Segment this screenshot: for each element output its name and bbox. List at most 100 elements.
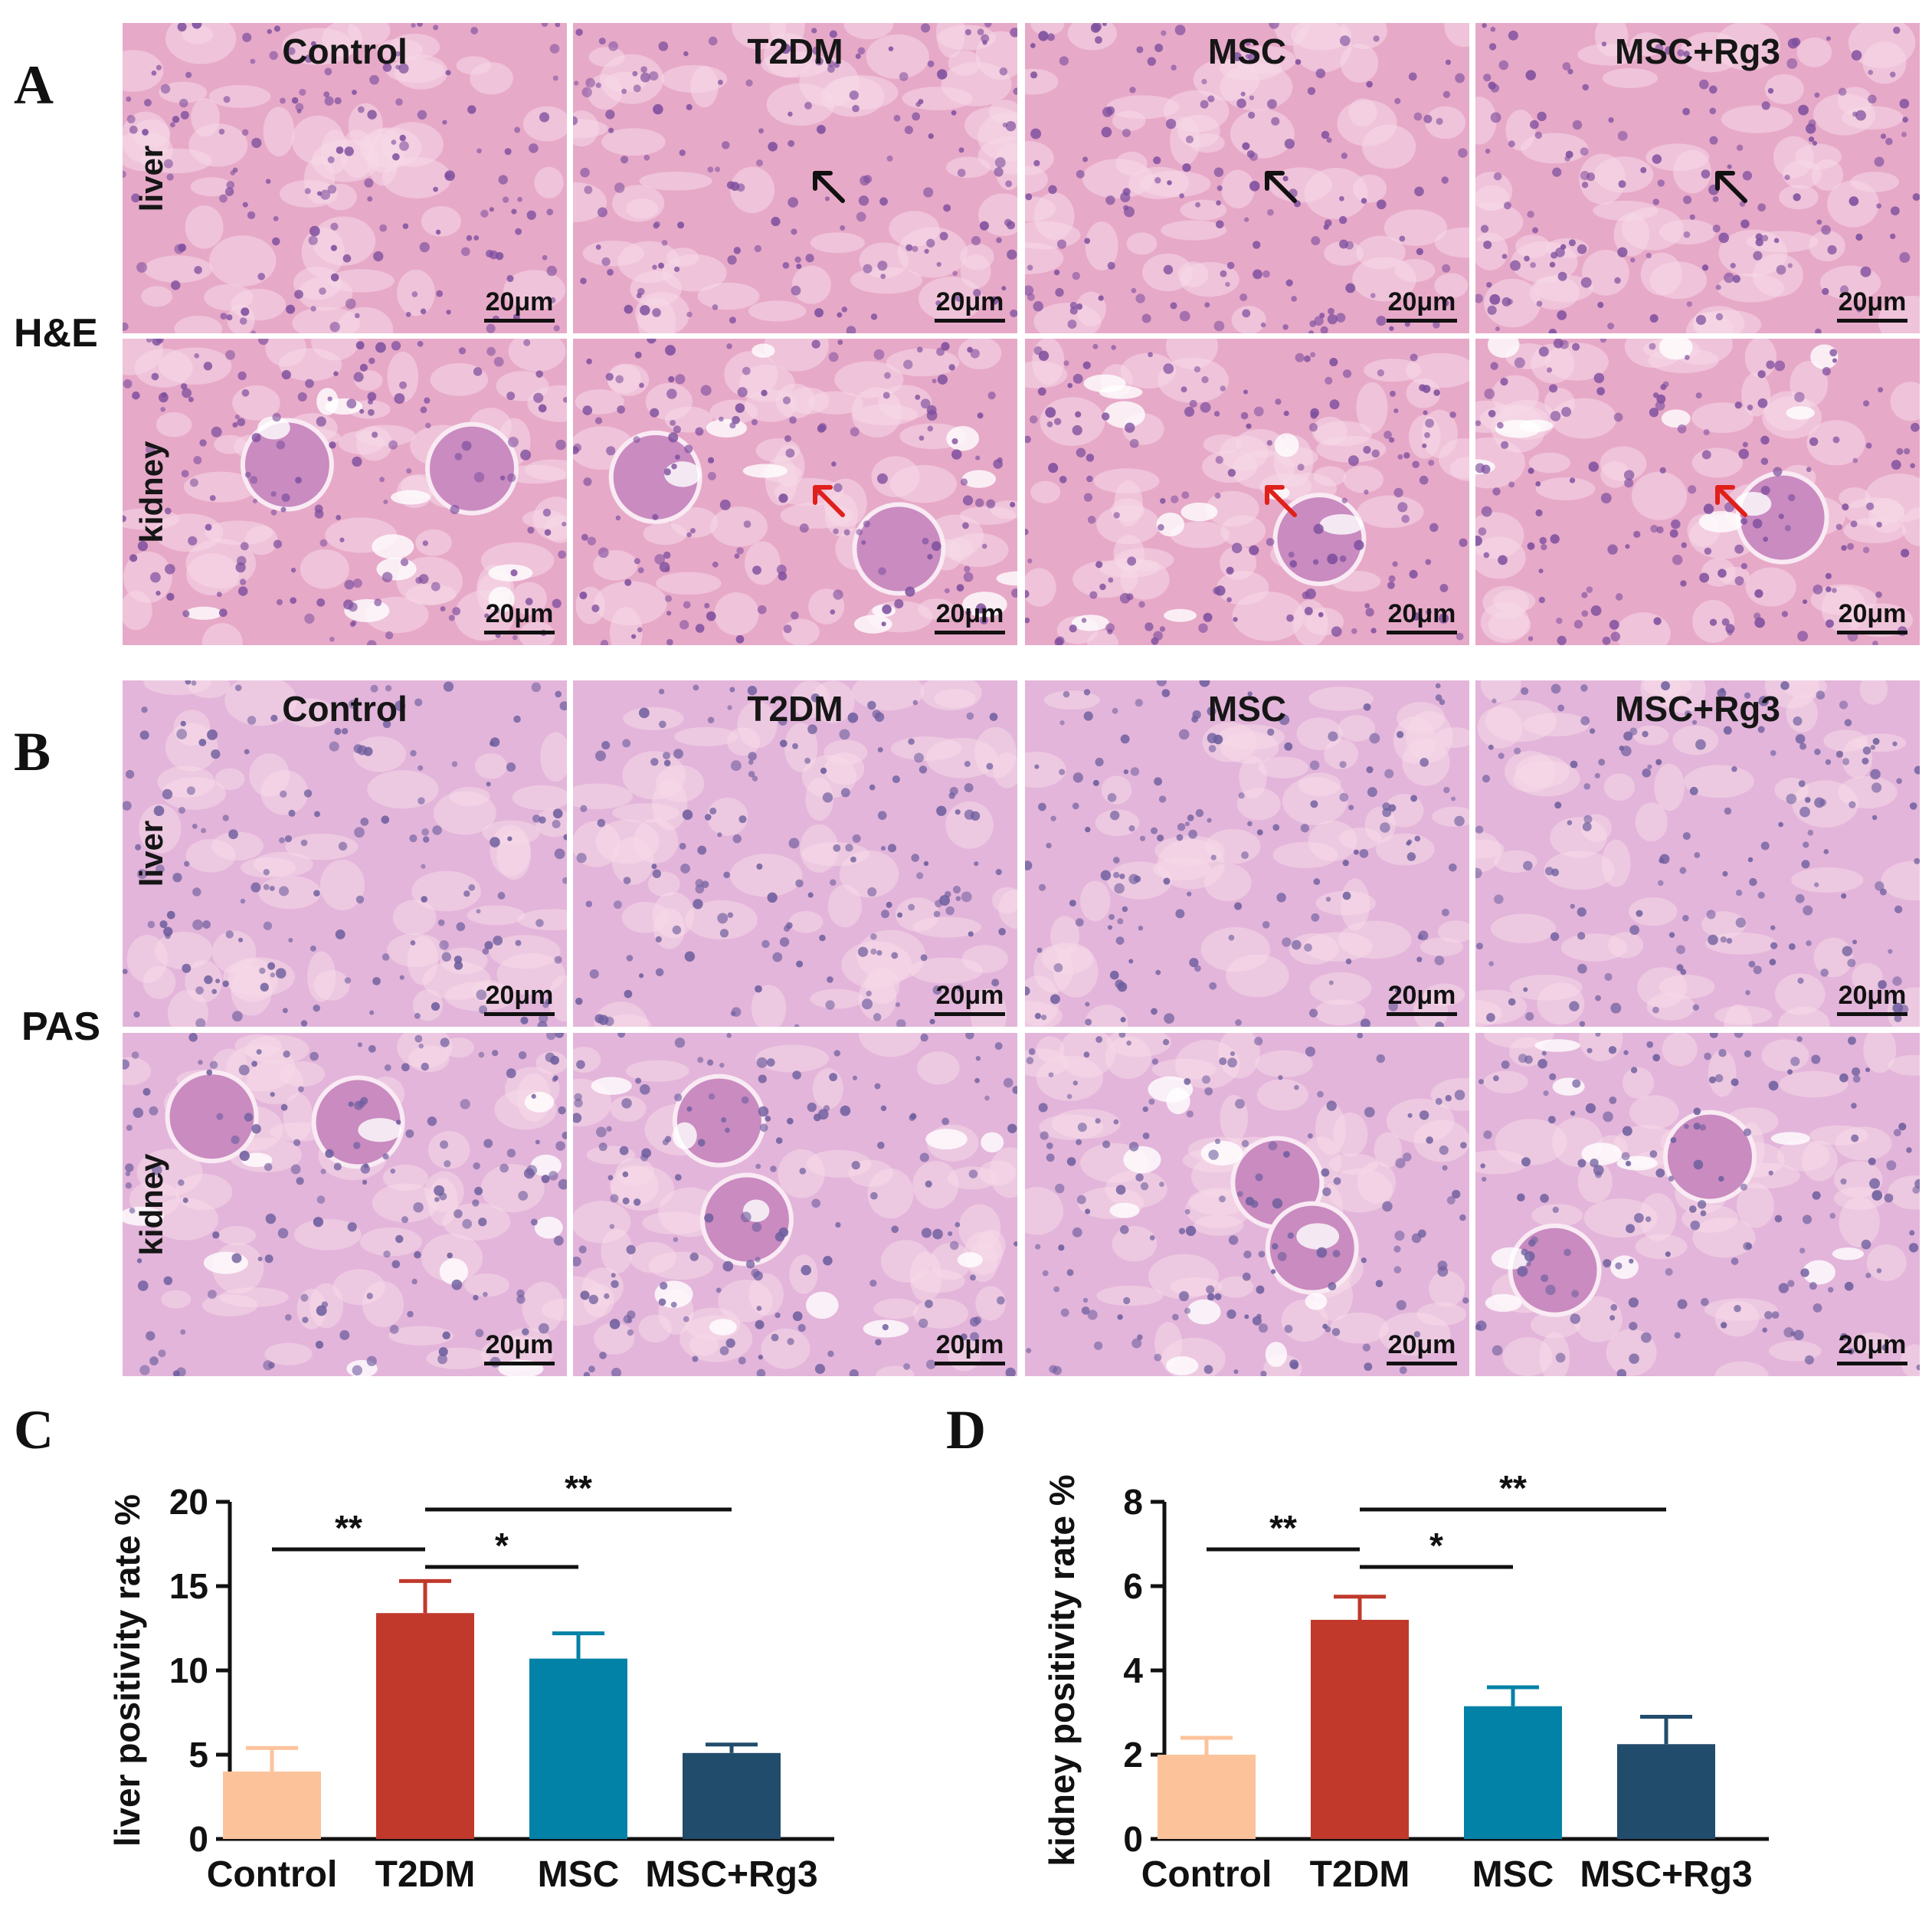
- x-tick-label: MSC: [1472, 1854, 1554, 1895]
- micrograph-he-liver-t2dm: T2DM 20μm: [573, 23, 1017, 333]
- group-title: T2DM: [747, 31, 843, 71]
- scale-bar: 20μm: [484, 598, 555, 634]
- scale-bar: 20μm: [1837, 1329, 1907, 1365]
- tissue-texture: [573, 1033, 1017, 1376]
- micrograph-pas-kidney-control: kidney 20μm: [123, 1033, 567, 1376]
- group-title: MSC+Rg3: [1615, 689, 1780, 729]
- significance-label: *: [495, 1526, 509, 1565]
- micrograph-pas-kidney-t2dm: 20μm: [573, 1033, 1017, 1376]
- black-arrow-icon: [1264, 171, 1297, 204]
- x-tick-label: T2DM: [375, 1854, 476, 1895]
- y-tick-label: 15: [169, 1566, 208, 1606]
- y-axis-label: liver positivity rate %: [107, 1494, 147, 1847]
- tissue-texture: [1025, 1033, 1469, 1376]
- liver-positivity-chart: 0 5 10 15 20 liver positivity rate % Control T2…: [107, 1468, 834, 1895]
- x-tick-label: MSC+Rg3: [1580, 1854, 1752, 1895]
- y-tick-label: 0: [1123, 1819, 1143, 1859]
- tissue-texture: [573, 339, 1017, 645]
- tissue-texture: [1025, 23, 1469, 333]
- y-tick-label: 8: [1123, 1482, 1143, 1522]
- black-arrow-icon: [1714, 171, 1747, 204]
- organ-label: kidney: [133, 1153, 169, 1256]
- stain-label-he: H&E: [14, 311, 98, 356]
- y-tick-label: 6: [1123, 1566, 1143, 1606]
- scale-bar: 20μm: [1387, 287, 1457, 323]
- scale-bar: 20μm: [1837, 287, 1907, 323]
- tissue-texture: [123, 23, 567, 333]
- y-tick-label: 4: [1123, 1650, 1143, 1690]
- group-title: T2DM: [747, 689, 843, 729]
- micrograph-he-kidney-t2dm: 20μm: [573, 339, 1017, 645]
- micrograph-he-kidney-msc: 20μm: [1025, 339, 1469, 645]
- y-tick-label: 10: [169, 1650, 208, 1690]
- tissue-texture: [123, 1033, 567, 1376]
- x-tick-label: MSC+Rg3: [645, 1854, 817, 1895]
- micrograph-pas-kidney-msc-rg3: 20μm: [1475, 1033, 1920, 1376]
- y-tick-label: 2: [1123, 1735, 1143, 1775]
- scale-bar: 20μm: [1837, 598, 1907, 634]
- micrograph-he-kidney-msc-rg3: 20μm: [1475, 339, 1920, 645]
- x-tick-label: Control: [1141, 1854, 1272, 1895]
- scale-bar: 20μm: [935, 598, 1005, 634]
- micrograph-he-liver-msc: MSC 20μm: [1025, 23, 1469, 333]
- micrograph-pas-liver-msc: MSC 20μm: [1025, 680, 1469, 1027]
- significance-label: **: [1269, 1508, 1297, 1548]
- panel-letter-c: C: [14, 1399, 54, 1460]
- bar-msc-rg3: [1617, 1744, 1715, 1839]
- organ-label: liver: [133, 820, 169, 887]
- tissue-texture: [1475, 1033, 1920, 1376]
- kidney-positivity-chart: 0 2 4 6 8 kidney positivity rate % Control T2DM…: [1042, 1468, 1769, 1895]
- black-arrow-icon: [812, 171, 845, 204]
- scale-bar: 20μm: [935, 980, 1005, 1016]
- scale-bar: 20μm: [1387, 598, 1457, 634]
- y-axis-label: kidney positivity rate %: [1042, 1474, 1082, 1866]
- significance-label: *: [1429, 1526, 1443, 1565]
- micrograph-pas-kidney-msc: 20μm: [1025, 1033, 1469, 1376]
- x-tick-label: T2DM: [1310, 1854, 1410, 1895]
- tissue-texture: [1475, 339, 1920, 645]
- panel-letter-a: A: [14, 54, 54, 116]
- scale-bar: 20μm: [484, 980, 555, 1016]
- group-title: MSC: [1207, 689, 1287, 729]
- scale-bar: 20μm: [1837, 980, 1907, 1016]
- bar-msc: [1464, 1706, 1562, 1839]
- red-arrow-icon: [1714, 485, 1747, 517]
- group-title: MSC: [1207, 31, 1287, 71]
- tissue-texture: [1025, 339, 1469, 645]
- group-title: MSC+Rg3: [1615, 31, 1780, 71]
- significance-label: **: [1499, 1468, 1527, 1508]
- micrograph-pas-liver-control: Control liver 20μm: [123, 680, 567, 1027]
- micrograph-pas-liver-t2dm: T2DM 20μm: [573, 680, 1017, 1027]
- tissue-texture: [123, 339, 567, 645]
- group-title: Control: [282, 31, 408, 71]
- tissue-texture: [1475, 680, 1920, 1027]
- group-title: Control: [282, 689, 408, 729]
- micrograph-he-liver-msc-rg3: MSC+Rg3 20μm: [1475, 23, 1920, 333]
- scale-bar: 20μm: [484, 1329, 555, 1365]
- scale-bar: 20μm: [935, 287, 1005, 323]
- scale-bar: 20μm: [1387, 1329, 1457, 1365]
- x-tick-label: Control: [207, 1854, 338, 1895]
- stain-label-pas: PAS: [21, 1005, 101, 1049]
- micrograph-pas-liver-msc-rg3: MSC+Rg3 20μm: [1475, 680, 1920, 1027]
- red-arrow-icon: [812, 485, 845, 517]
- significance-label: **: [565, 1468, 592, 1508]
- y-tick-label: 5: [188, 1735, 208, 1775]
- significance-label: **: [335, 1508, 362, 1548]
- bar-msc-rg3: [683, 1752, 781, 1839]
- tissue-texture: [1475, 23, 1920, 333]
- tissue-texture: [123, 680, 567, 1027]
- y-tick-label: 20: [169, 1482, 208, 1522]
- scale-bar: 20μm: [1387, 980, 1457, 1016]
- x-tick-label: MSC: [538, 1854, 620, 1895]
- micrograph-he-liver-control: Control liver 20μm: [123, 23, 567, 333]
- micrograph-he-kidney-control: kidney 20μm: [123, 339, 567, 645]
- bar-control: [223, 1772, 321, 1839]
- bar-t2dm: [1311, 1620, 1409, 1839]
- tissue-texture: [1025, 680, 1469, 1027]
- panel-letter-b: B: [14, 721, 51, 782]
- y-tick-label: 0: [188, 1819, 208, 1859]
- panel-letter-d: D: [946, 1399, 986, 1460]
- scale-bar: 20μm: [935, 1329, 1005, 1365]
- bar-t2dm: [376, 1613, 474, 1839]
